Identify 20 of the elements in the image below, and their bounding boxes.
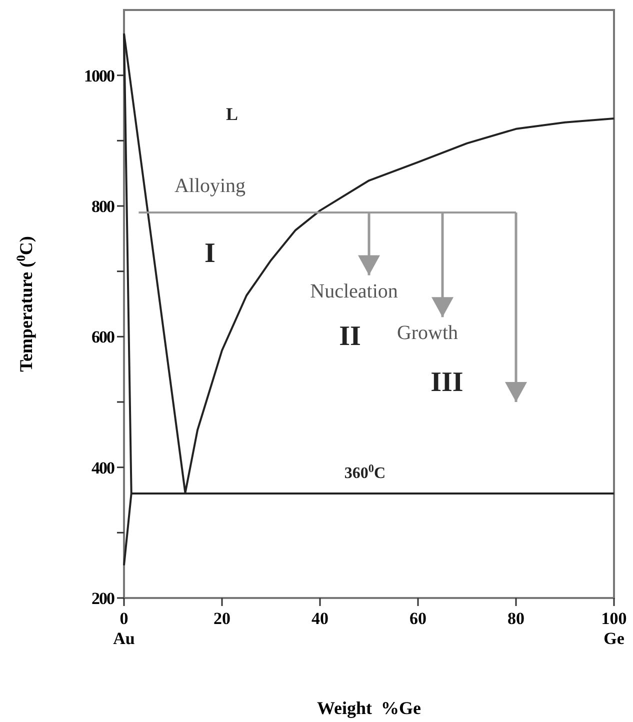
y-tick-label: 600: [92, 328, 114, 347]
x-tick-label: 0 Au: [113, 609, 135, 648]
annotation: L: [226, 104, 238, 124]
annotation: Alloying: [174, 175, 246, 197]
x-axis-title: Weight %Ge: [317, 698, 422, 718]
x-tick-label: 100 Ge: [601, 609, 627, 648]
y-tick-label: 200: [92, 588, 114, 608]
annotation: II: [339, 321, 361, 352]
annotation: I: [204, 238, 216, 269]
y-tick-label: 1000: [84, 66, 114, 86]
x-tick-label: 40: [312, 609, 328, 628]
annotation: Growth: [396, 322, 458, 344]
annotation: III: [430, 367, 464, 398]
x-tick-label: 60: [410, 609, 426, 628]
annotation: 360$^{0}$C: [344, 463, 386, 482]
x-tick-label: 20: [214, 609, 230, 628]
x-tick-label: 80: [508, 609, 524, 628]
y-tick-label: 400: [92, 458, 114, 478]
y-tick-label: 800: [92, 196, 114, 216]
annotation: Nucleation: [310, 280, 398, 302]
